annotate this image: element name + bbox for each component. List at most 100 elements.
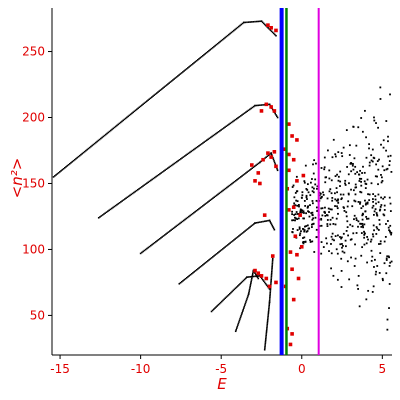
black-data-point: [354, 172, 357, 175]
black-data-point: [237, 324, 239, 326]
black-data-point: [252, 20, 255, 23]
black-data-point: [303, 236, 306, 239]
black-data-point: [214, 254, 217, 256]
black-data-point: [184, 277, 187, 280]
black-data-point: [331, 199, 334, 202]
black-data-point: [202, 142, 204, 144]
black-data-point: [193, 271, 195, 273]
black-data-point: [302, 242, 305, 245]
black-data-point: [172, 227, 175, 230]
black-data-point: [318, 194, 321, 197]
black-data-point: [382, 146, 385, 149]
black-data-point: [250, 280, 252, 283]
black-data-point: [389, 230, 391, 233]
black-data-point: [264, 347, 266, 349]
black-data-point: [271, 264, 274, 266]
black-data-point: [265, 220, 268, 222]
black-data-point: [334, 223, 337, 226]
black-data-point: [311, 226, 313, 228]
black-data-point: [376, 227, 379, 230]
red-data-point: [272, 109, 277, 113]
black-data-point: [127, 195, 130, 198]
black-data-point: [373, 229, 375, 232]
black-data-point: [303, 180, 306, 183]
black-data-point: [378, 272, 381, 274]
black-data-point: [256, 276, 259, 278]
black-data-point: [267, 219, 269, 222]
black-data-point: [332, 223, 335, 225]
black-data-point: [372, 198, 374, 200]
black-data-point: [378, 158, 380, 161]
black-data-point: [293, 214, 296, 216]
black-data-point: [360, 184, 363, 187]
black-data-point: [362, 205, 364, 208]
black-data-point: [350, 188, 352, 191]
black-data-point: [325, 237, 328, 240]
black-data-point: [210, 198, 213, 200]
black-data-point: [155, 92, 158, 94]
black-data-point: [312, 163, 314, 166]
black-data-point: [200, 206, 203, 208]
x-tick-label: 0: [298, 362, 306, 376]
black-data-point: [304, 164, 307, 167]
black-data-point: [146, 100, 148, 103]
black-data-point: [311, 190, 314, 193]
black-data-point: [307, 191, 310, 194]
red-data-point: [287, 122, 291, 126]
black-data-point: [271, 265, 273, 268]
black-data-point: [271, 270, 273, 273]
black-data-point: [147, 246, 150, 249]
black-data-point: [365, 202, 368, 205]
black-data-point: [380, 196, 382, 199]
black-data-point: [268, 306, 270, 308]
black-data-point: [344, 182, 346, 185]
black-data-point: [257, 104, 260, 107]
black-data-point: [361, 222, 364, 225]
black-data-point: [275, 115, 278, 117]
black-data-point: [219, 40, 221, 43]
black-data-point: [324, 181, 327, 184]
black-data-point: [336, 173, 338, 176]
black-data-point: [158, 238, 161, 240]
black-data-point: [251, 21, 253, 23]
black-data-point: [374, 195, 377, 198]
black-data-point: [295, 190, 298, 193]
black-data-point: [240, 313, 243, 316]
black-data-point: [109, 129, 112, 132]
black-data-point: [248, 227, 250, 229]
black-data-point: [309, 241, 312, 243]
black-data-point: [326, 197, 329, 200]
black-data-point: [261, 277, 263, 280]
black-data-point: [233, 288, 236, 291]
black-data-point: [105, 211, 108, 213]
black-data-point: [303, 200, 306, 202]
y-tick-label: 150: [22, 176, 45, 190]
black-data-point: [229, 183, 232, 186]
black-data-point: [295, 217, 297, 220]
black-data-point: [363, 223, 366, 226]
black-data-point: [71, 160, 74, 163]
black-data-point: [342, 232, 345, 235]
black-data-point: [219, 250, 222, 252]
black-data-point: [357, 225, 359, 228]
plot-area: [51, 8, 393, 356]
black-data-point: [315, 228, 318, 231]
black-data-point: [368, 143, 370, 146]
black-data-point: [230, 241, 233, 243]
black-data-point: [300, 209, 302, 212]
black-data-point: [182, 219, 185, 222]
black-data-point: [112, 206, 114, 209]
black-data-point: [259, 104, 261, 106]
black-data-point: [199, 144, 202, 146]
black-data-point: [315, 236, 318, 238]
black-data-point: [340, 286, 343, 288]
black-data-point: [165, 84, 168, 86]
black-data-point: [67, 163, 70, 166]
red-data-point: [291, 297, 296, 302]
black-data-point: [174, 77, 177, 79]
black-data-point: [299, 208, 302, 211]
black-data-point: [340, 198, 343, 201]
black-data-point: [300, 196, 303, 199]
black-data-point: [268, 288, 271, 290]
black-data-point: [270, 153, 273, 156]
